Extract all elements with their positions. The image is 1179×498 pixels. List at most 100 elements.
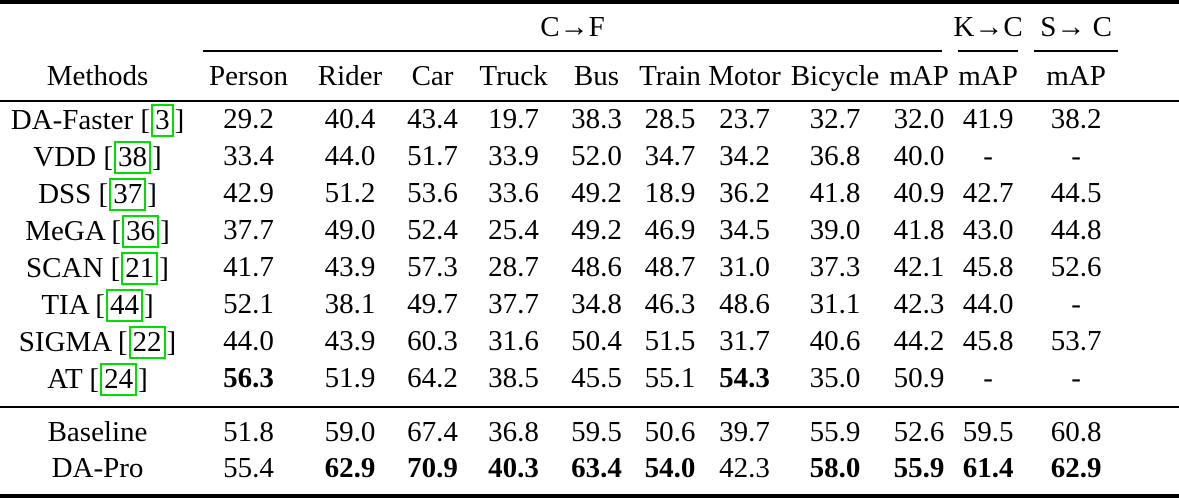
- value-cell: 59.5: [571, 415, 622, 448]
- value-cell: 38.1: [324, 288, 376, 321]
- value-cell: 60.3: [407, 325, 458, 358]
- value-cell: 44.5: [1050, 177, 1102, 210]
- value-cell: 52.1: [223, 288, 274, 321]
- citation-link[interactable]: 38: [114, 140, 152, 174]
- citation-link[interactable]: 36: [122, 214, 160, 248]
- group-label-s-to-c: S→ C: [1040, 11, 1112, 43]
- group-header-row: C→F K→C S→ C: [0, 2, 1179, 52]
- value-cell: 50.6: [644, 415, 696, 448]
- cmidrule-c-to-f: [203, 49, 943, 52]
- value-cell: 34.2: [719, 140, 770, 173]
- spacer-cell: [1126, 176, 1179, 213]
- value-cell: 55.9: [809, 415, 861, 448]
- value-cell: 62.9: [302, 450, 398, 498]
- value-cell: 43.9: [324, 325, 376, 358]
- value-cell: 59.0: [324, 415, 376, 448]
- col-header-rider: Rider: [302, 51, 398, 102]
- value-cell: 36.8: [488, 415, 539, 448]
- value-cell: 52.0: [571, 140, 622, 173]
- value-cell: 46.9: [644, 214, 696, 247]
- cmidrule-s-to-c: [1034, 49, 1119, 52]
- value-cell: 58.0: [782, 450, 888, 498]
- value-cell: 57.3: [407, 251, 458, 284]
- value-cell: 33.6: [488, 177, 539, 210]
- value-cell: 53.7: [1050, 325, 1102, 358]
- value-cell: 51.5: [644, 325, 696, 358]
- value-cell: 25.4: [488, 214, 539, 247]
- spacer-cell: [1126, 250, 1179, 287]
- value-cell: 42.3: [893, 288, 945, 321]
- value-cell: 42.9: [223, 177, 274, 210]
- value-cell: 38.3: [571, 103, 622, 136]
- value-cell: 32.0: [893, 103, 945, 136]
- value-cell: 18.9: [644, 177, 696, 210]
- spacer-cell: [1126, 139, 1179, 176]
- value-cell: 34.5: [719, 214, 770, 247]
- method-cell: TIA [44]: [41, 288, 154, 322]
- table-row: VDD [38] 33.4 44.0 51.7 33.9 52.0 34.7 34.2 36.8…: [0, 139, 1179, 176]
- value-cell: 49.0: [324, 214, 376, 247]
- citation-link[interactable]: 24: [100, 362, 138, 396]
- value-cell: 28.7: [488, 251, 539, 284]
- value-cell: 50.4: [571, 325, 622, 358]
- value-cell: 45.5: [560, 360, 633, 408]
- value-cell: -: [1071, 140, 1081, 173]
- value-cell: 64.2: [398, 360, 467, 408]
- value-cell: 40.3: [467, 450, 560, 498]
- value-cell: 33.4: [223, 140, 274, 173]
- value-cell: 45.8: [962, 251, 1014, 284]
- spacer-cell: [1126, 287, 1179, 324]
- method-cell: DA-Pro: [0, 450, 195, 498]
- group-label-k-to-c: K→C: [953, 11, 1023, 43]
- value-cell: 62.9: [1026, 450, 1127, 498]
- table-row: TIA [44] 52.1 38.1 49.7 37.7 34.8 46.3 48.6 31.1…: [0, 287, 1179, 324]
- method-cell: SIGMA [22]: [18, 325, 177, 359]
- col-header-bus: Bus: [560, 51, 633, 102]
- value-cell: 42.3: [707, 450, 782, 498]
- value-cell: 52.4: [407, 214, 458, 247]
- value-cell: 36.2: [719, 177, 770, 210]
- value-cell: -: [1026, 360, 1127, 408]
- value-cell: 34.7: [644, 140, 696, 173]
- spacer-cell: [1126, 450, 1179, 498]
- method-cell: DSS [37]: [38, 177, 157, 211]
- value-cell: 35.0: [782, 360, 888, 408]
- value-cell: 32.7: [809, 103, 861, 136]
- col-header-train: Train: [633, 51, 707, 102]
- value-cell: 49.2: [571, 214, 622, 247]
- value-cell: 42.7: [962, 177, 1014, 210]
- method-cell: DA-Faster [3]: [10, 103, 185, 137]
- value-cell: 33.9: [488, 140, 539, 173]
- citation-link[interactable]: 44: [105, 288, 143, 322]
- value-cell: 54.3: [707, 360, 782, 408]
- table-row: MeGA [36] 37.7 49.0 52.4 25.4 49.2 46.9 34.5 39.…: [0, 213, 1179, 250]
- table-row: DSS [37] 42.9 51.2 53.6 33.6 49.2 18.9 36.2 41.8…: [0, 176, 1179, 213]
- value-cell: 70.9: [398, 450, 467, 498]
- table-row: SIGMA [22] 44.0 43.9 60.3 31.6 50.4 51.5 31.7 40…: [0, 324, 1179, 361]
- value-cell: 28.5: [644, 103, 696, 136]
- value-cell: 53.6: [407, 177, 458, 210]
- value-cell: 55.1: [633, 360, 707, 408]
- corner-cell: [0, 2, 195, 52]
- value-cell: 63.4: [560, 450, 633, 498]
- table-row: Baseline 51.8 59.0 67.4 36.8 59.5 50.6 39.7 55.9…: [0, 407, 1179, 451]
- group-header-k-to-c: K→C: [950, 2, 1026, 52]
- citation-link[interactable]: 3: [151, 103, 174, 137]
- method-cell: SCAN [21]: [26, 251, 169, 285]
- value-cell: 39.0: [809, 214, 861, 247]
- spacer-cell: [1126, 51, 1179, 102]
- col-header-map-kc: mAP: [950, 51, 1027, 102]
- value-cell: 31.6: [488, 325, 539, 358]
- value-cell: 23.7: [719, 103, 770, 136]
- methods-section: DA-Faster [3] 29.2 40.4 43.4 19.7 38.3 28.5 23.…: [0, 101, 1179, 408]
- method-cell: VDD [38]: [33, 140, 162, 174]
- value-cell: 44.0: [962, 288, 1014, 321]
- citation-link[interactable]: 21: [121, 251, 159, 285]
- value-cell: 49.2: [571, 177, 622, 210]
- table-row: DA-Pro 55.4 62.9 70.9 40.3 63.4 54.0 42.3 58.0 55…: [0, 450, 1179, 498]
- col-header-methods: Methods: [0, 51, 195, 102]
- spacer-cell: [1126, 407, 1179, 451]
- citation-link[interactable]: 37: [109, 177, 147, 211]
- value-cell: 51.8: [223, 415, 274, 448]
- citation-link[interactable]: 22: [128, 325, 166, 359]
